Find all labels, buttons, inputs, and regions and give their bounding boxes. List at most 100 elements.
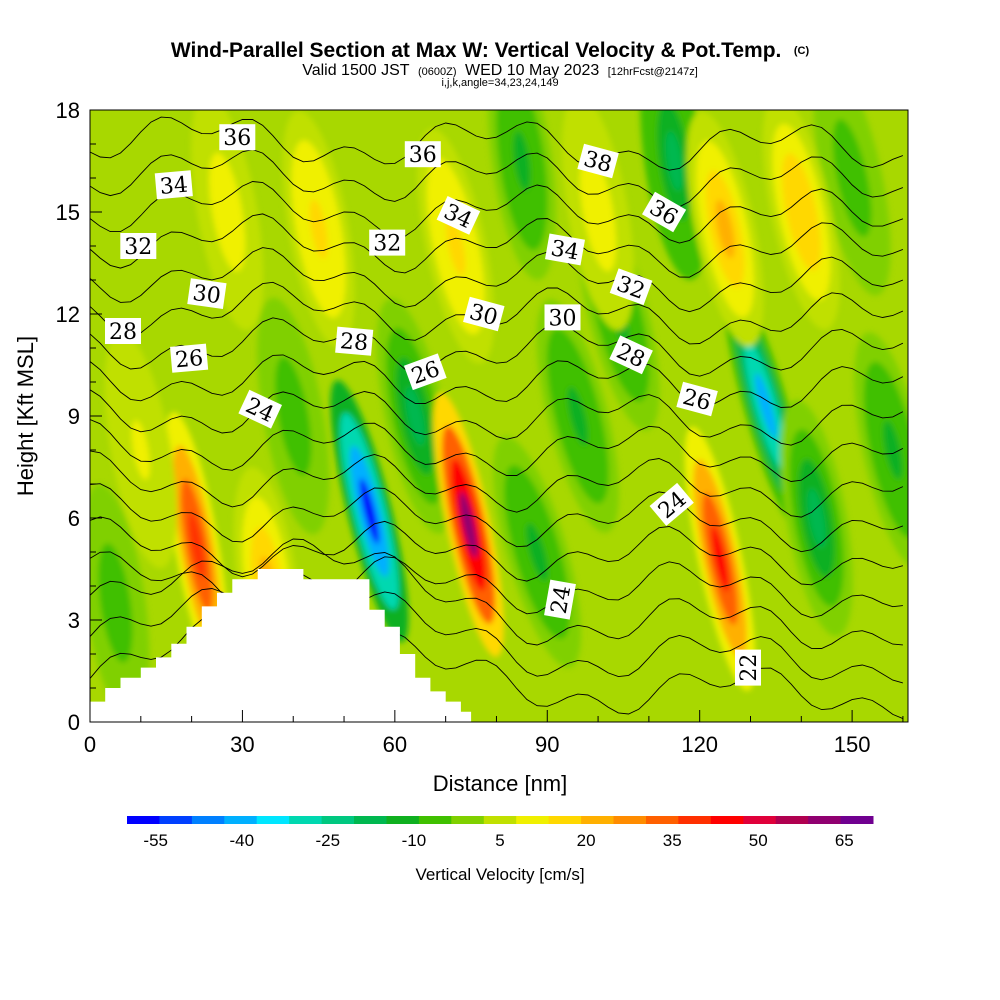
colorbar-swatch	[613, 816, 647, 824]
x-tick-label: 90	[535, 732, 559, 757]
theta-contour-line	[90, 317, 904, 377]
contour-label: 24	[544, 579, 576, 620]
y-tick-label: 9	[68, 404, 80, 429]
contour-label: 26	[170, 343, 209, 373]
y-tick-label: 6	[68, 506, 80, 531]
contour-label-text: 24	[547, 584, 576, 616]
terrain	[90, 569, 472, 722]
theta-contour-line	[90, 149, 904, 208]
theta-contour-line	[90, 516, 904, 586]
y-axis-label: Height [Kft MSL]	[13, 336, 38, 496]
theta-contour-line	[90, 450, 904, 518]
colorbar-swatch	[386, 816, 420, 824]
colorbar-swatch	[678, 816, 712, 824]
contour-label: 30	[187, 278, 227, 310]
velocity-cell	[405, 386, 425, 446]
contour-label-box	[404, 141, 441, 168]
x-tick-label: 30	[230, 732, 254, 757]
contour-label-box	[676, 381, 718, 417]
colorbar-swatch	[224, 816, 258, 824]
velocity-cell	[665, 131, 683, 191]
contour-label-box	[642, 191, 687, 233]
contour-label-box	[105, 318, 141, 344]
contour-label-box	[463, 296, 505, 332]
colorbar-swatch	[289, 816, 323, 824]
contour-label-box	[170, 343, 209, 373]
chart-subtitle-indices: i,j,k,angle=34,23,24,149	[441, 77, 558, 89]
chart-title-mark: (C)	[794, 45, 810, 57]
contour-label-box	[369, 229, 406, 256]
theta-contour-line	[90, 419, 904, 482]
y-tick-label: 18	[56, 98, 80, 123]
colorbar-swatch	[840, 816, 874, 824]
subtitle-zulu: (0600Z)	[418, 66, 457, 78]
y-tick-label: 12	[56, 302, 80, 327]
velocity-cell	[883, 420, 903, 480]
theta-contour-line	[90, 354, 904, 408]
colorbar-swatch	[159, 816, 193, 824]
chart-title-group: Wind-Parallel Section at Max W: Vertical…	[171, 39, 810, 62]
velocity-cell	[284, 386, 303, 446]
colorbar-swatch	[191, 816, 225, 824]
contour-label: 30	[544, 304, 581, 331]
colorbar-swatch	[321, 816, 355, 824]
contour-label-box	[238, 389, 283, 429]
colorbar-swatch	[808, 816, 841, 824]
contour-label-box	[187, 278, 227, 309]
contour-label-text: 34	[549, 236, 581, 265]
theta-contour-line	[90, 213, 904, 278]
contour-label: 36	[219, 124, 256, 151]
velocity-cell	[446, 216, 466, 276]
contour-label-text: 22	[737, 654, 762, 682]
velocity-cell	[309, 199, 328, 259]
contour-label-text: 34	[159, 173, 189, 200]
contour-label-box	[544, 304, 581, 331]
velocity-cell	[807, 488, 826, 548]
contour-label: 36	[404, 141, 441, 168]
colorbar-tick-label: -55	[143, 831, 168, 850]
theta-contour-line	[90, 181, 904, 244]
contour-label: 30	[463, 296, 505, 332]
x-tick-label: 120	[681, 732, 718, 757]
colorbar-swatch	[775, 816, 809, 824]
colorbar-swatch	[451, 816, 485, 824]
velocity-cell	[715, 199, 735, 259]
x-axis-label: Distance [nm]	[433, 771, 568, 796]
contour-label: 32	[369, 229, 406, 257]
colorbar-tick-label: 50	[749, 831, 768, 850]
x-tick-label: 150	[834, 732, 871, 757]
contour-label: 32	[609, 268, 653, 306]
theta-contour-line	[90, 389, 904, 446]
contour-label-text: 30	[191, 281, 222, 310]
contour-label-box	[735, 649, 761, 686]
contour-label: 28	[335, 326, 374, 356]
colorbar-tick-label: -25	[316, 831, 341, 850]
velocity-cell	[513, 131, 531, 191]
contour-label-box	[154, 170, 193, 200]
colorbar-tick-label: 35	[663, 831, 682, 850]
y-tick-label: 15	[56, 200, 80, 225]
contour-label-box	[649, 482, 694, 526]
colorbar-tick-label: -40	[230, 831, 255, 850]
velocity-cell	[711, 525, 729, 592]
colorbar-tick-label: -10	[402, 831, 427, 850]
contour-label-text: 36	[223, 126, 251, 151]
colorbar-swatch	[743, 816, 777, 824]
theta-contour-line	[90, 247, 904, 313]
contour-label: 38	[577, 143, 619, 179]
contour-label: 22	[735, 649, 762, 686]
colorbar-swatch	[516, 816, 550, 824]
contour-label: 34	[154, 170, 193, 200]
theta-contour-line	[90, 483, 904, 553]
velocity-cell	[526, 523, 549, 581]
velocity-cell	[567, 386, 589, 446]
contour-label-text: 28	[109, 320, 137, 345]
contour-label: 32	[120, 233, 157, 260]
colorbar-tick-label: 5	[495, 831, 504, 850]
contour-label-box	[544, 579, 576, 620]
velocity-cell	[459, 491, 478, 558]
subtitle-valid: Valid 1500 JST	[302, 62, 410, 79]
y-tick-label: 3	[68, 608, 80, 633]
